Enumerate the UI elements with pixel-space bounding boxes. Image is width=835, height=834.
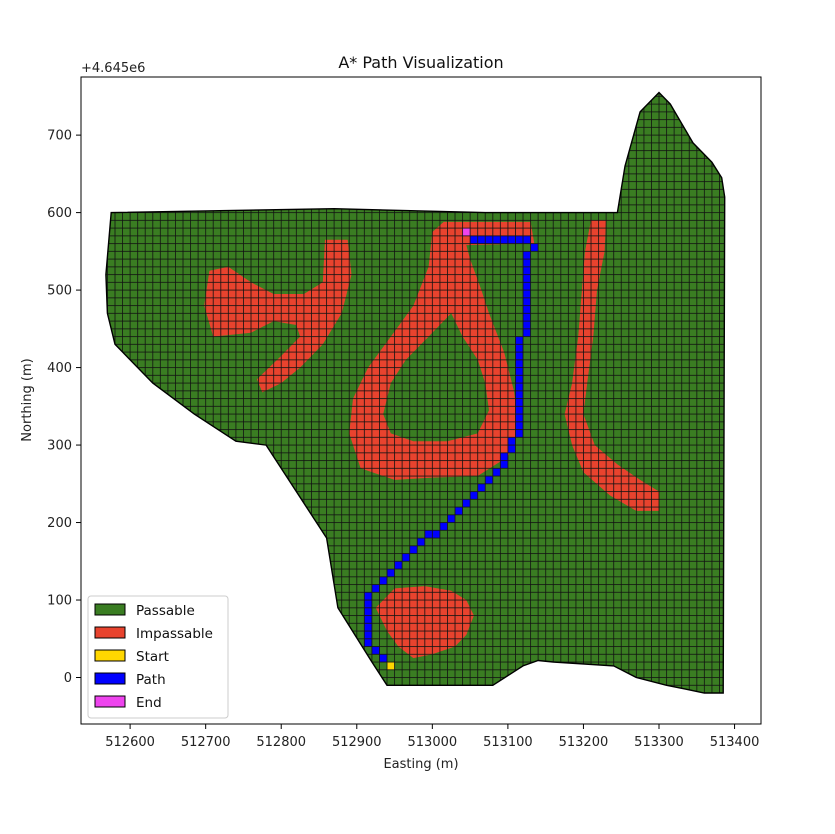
y-offset-label: +4.645e6: [81, 61, 145, 76]
legend-label-passable: Passable: [136, 603, 195, 619]
y-axis-label: Northing (m): [20, 358, 35, 441]
legend-label-impassable: Impassable: [136, 626, 213, 642]
y-tick-label: 300: [47, 439, 72, 454]
plot-frame: [80, 76, 762, 725]
y-axis-ticks: 0 100 200 300 400 500 600 700: [47, 129, 81, 686]
y-tick-label: 600: [47, 206, 72, 221]
x-tick-label: 512900: [332, 735, 382, 750]
y-tick-label: 400: [47, 361, 72, 376]
x-tick-label: 512600: [105, 735, 155, 750]
legend-swatch-path: [94, 672, 126, 685]
y-tick-label: 500: [47, 284, 72, 299]
x-tick-label: 513400: [710, 735, 760, 750]
y-tick-label: 100: [47, 594, 72, 609]
y-tick-label: 700: [47, 129, 72, 144]
y-tick-label: 200: [47, 516, 72, 531]
x-tick-label: 513000: [408, 735, 458, 750]
legend-label-end: End: [136, 695, 162, 711]
legend-label-path: Path: [136, 672, 166, 688]
x-tick-label: 512700: [181, 735, 231, 750]
x-tick-label: 513300: [634, 735, 684, 750]
chart-title: A* Path Visualization: [338, 53, 503, 72]
x-axis-ticks: 512600 512700 512800 512900 513000 513100 5132…: [105, 724, 759, 750]
legend-swatch-start: [94, 649, 126, 662]
legend-label-start: Start: [136, 649, 169, 665]
y-tick-label: 0: [64, 671, 72, 686]
x-tick-label: 513100: [483, 735, 533, 750]
legend: Passable Impassable Start Path End: [87, 595, 229, 719]
legend-swatch-end: [94, 695, 126, 708]
legend-swatch-impassable: [94, 626, 126, 639]
boundary-outline: [105, 91, 726, 694]
x-tick-label: 513200: [559, 735, 609, 750]
legend-swatch-passable: [94, 603, 126, 616]
x-tick-label: 512800: [256, 735, 306, 750]
x-axis-label: Easting (m): [383, 757, 458, 772]
